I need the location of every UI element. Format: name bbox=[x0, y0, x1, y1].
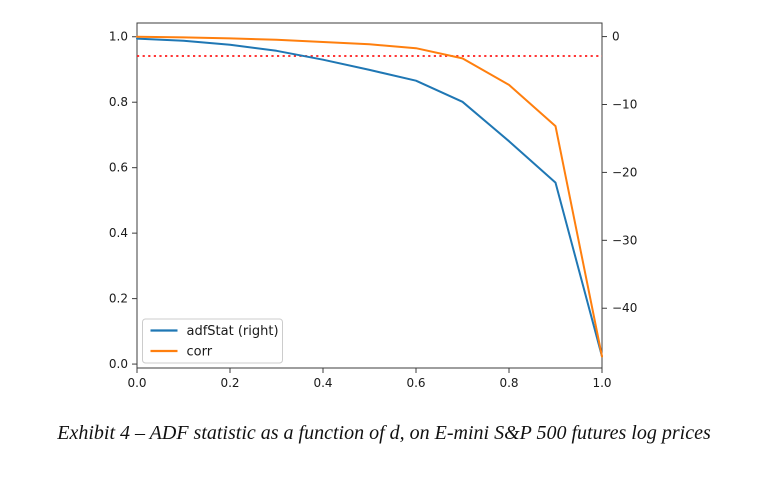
right-tick-label: −20 bbox=[612, 165, 637, 179]
legend-label: adfStat (right) bbox=[187, 324, 279, 339]
series-line-adfstat-right- bbox=[136, 37, 603, 358]
chart-canvas: 0.0 0.2 0.4 0.6 0.8 1.0 1.0 0.8 0.6 0.4 0.2 0.0 0 −10… bbox=[109, 22, 637, 390]
chart-figure: 0.0 0.2 0.4 0.6 0.8 1.0 1.0 0.8 0.6 0.4 0.2 0.0 0 −10… bbox=[109, 22, 637, 390]
x-tick-label: 0.6 bbox=[406, 376, 425, 390]
x-tick-label: 1.0 bbox=[592, 376, 611, 390]
plot-frame bbox=[136, 22, 603, 369]
right-tick-label: −30 bbox=[612, 233, 637, 247]
legend-label: corr bbox=[187, 345, 213, 360]
left-tick-label: 0.4 bbox=[109, 226, 128, 240]
left-tick-label: 1.0 bbox=[109, 30, 128, 44]
figure-caption: Exhibit 4 – ADF statistic as a function … bbox=[57, 422, 711, 444]
left-tick-label: 0.6 bbox=[109, 161, 128, 175]
series-line-corr bbox=[136, 35, 603, 358]
left-tick-label: 0.8 bbox=[109, 95, 128, 109]
x-tick-label: 0.8 bbox=[499, 376, 518, 390]
right-tick-label: −10 bbox=[612, 97, 637, 111]
left-tick-label: 0.2 bbox=[109, 292, 128, 306]
right-tick-label: −40 bbox=[612, 301, 637, 315]
x-tick-label: 0.0 bbox=[127, 376, 146, 390]
left-tick-label: 0.0 bbox=[109, 357, 128, 371]
x-tick-label: 0.4 bbox=[313, 376, 332, 390]
x-tick-label: 0.2 bbox=[220, 376, 239, 390]
right-tick-label: 0 bbox=[612, 30, 620, 44]
